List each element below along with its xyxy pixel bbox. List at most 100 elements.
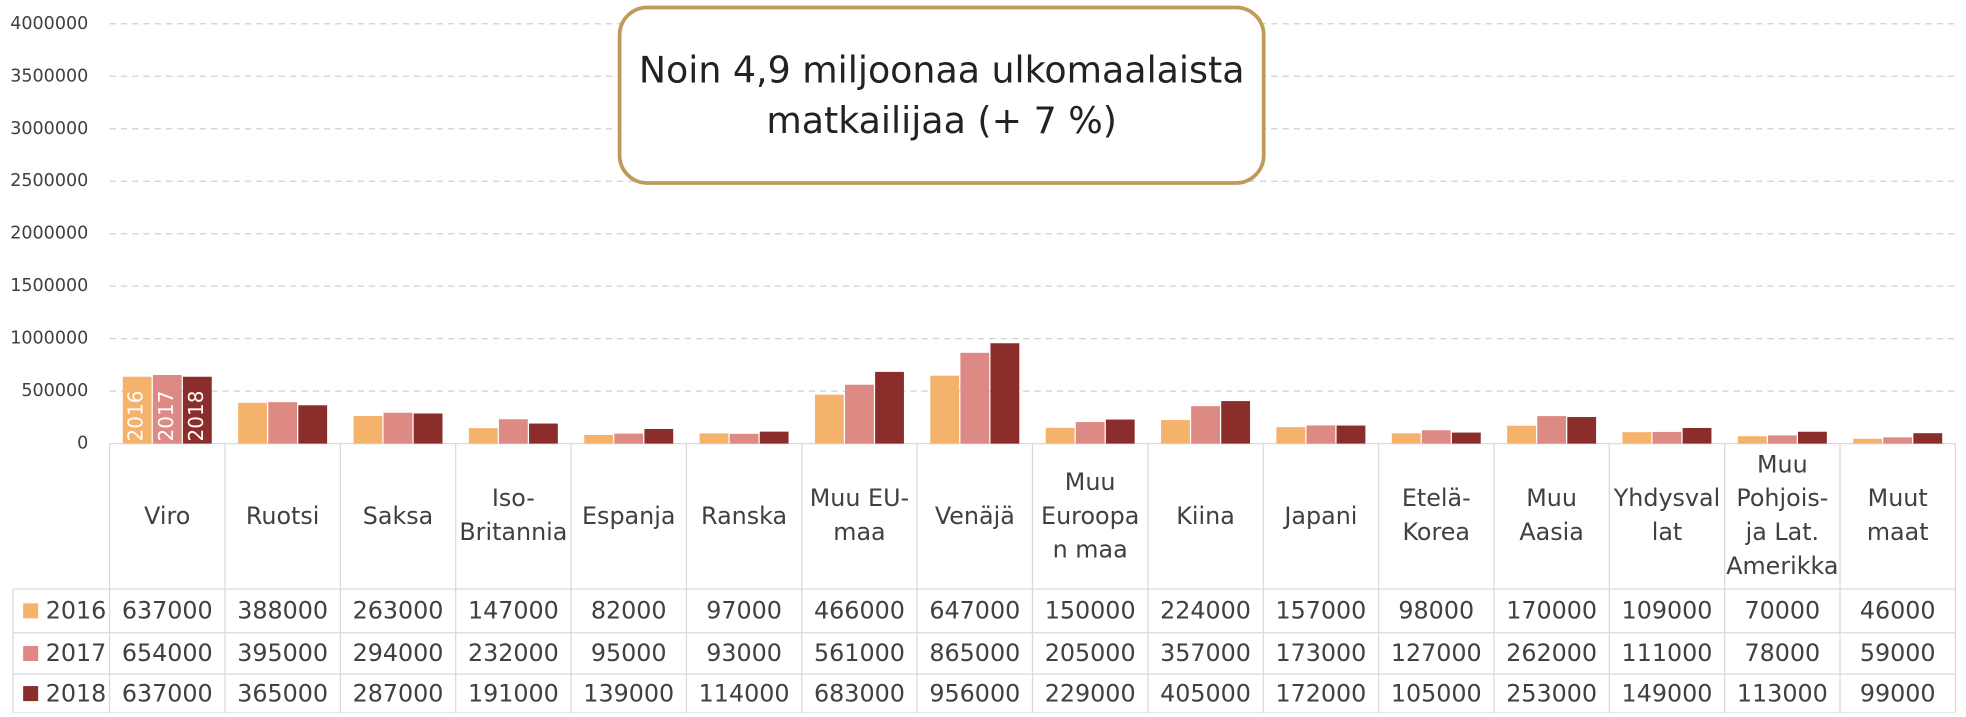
y-tick-label: 2000000: [10, 224, 88, 244]
x-tick-label: Japani: [1284, 501, 1358, 530]
x-tick-label: Saksa: [362, 501, 434, 530]
bar: [1105, 419, 1135, 444]
bar: [152, 374, 182, 444]
table-value: 127000: [1391, 639, 1482, 667]
table-value: 294000: [353, 639, 444, 667]
bar: [814, 394, 844, 444]
bar: [930, 375, 960, 444]
table-value: 99000: [1860, 679, 1936, 707]
table-value: 561000: [814, 639, 905, 667]
annotation-line: matkailijaa (+ 7 %): [766, 98, 1117, 142]
y-tick-label: 1000000: [10, 329, 88, 349]
x-label-wrap: Muu Euroopan maa: [1041, 468, 1139, 563]
table-value: 956000: [929, 679, 1020, 707]
x-tick-label: Muut maat: [1866, 484, 1929, 547]
bar-series-label: 2017: [154, 391, 178, 442]
x-tick-label: Muu Aasia: [1519, 484, 1584, 547]
table-value: 172000: [1275, 679, 1366, 707]
table-value: 865000: [929, 639, 1020, 667]
bar: [644, 429, 674, 444]
bar: [729, 433, 759, 444]
y-tick-label: 3500000: [10, 66, 88, 86]
bar: [1161, 420, 1190, 444]
table-value: 93000: [706, 639, 782, 667]
x-tick-label: Iso-Britannia: [459, 484, 568, 547]
x-tick-label: Ruotsi: [245, 501, 320, 530]
x-tick-label: Muu Pohjois-ja Lat. Amerikka: [1726, 451, 1839, 581]
bar: [1537, 416, 1567, 444]
x-label-wrap: Kiina: [1176, 501, 1235, 530]
y-tick-label: 1500000: [10, 276, 88, 296]
y-tick-label: 3000000: [10, 119, 88, 139]
bar: [413, 413, 443, 444]
legend-label: 2017: [46, 639, 107, 667]
bar: [759, 431, 789, 444]
table-value: 46000: [1860, 597, 1936, 625]
table-value: 224000: [1160, 597, 1251, 625]
bar: [182, 376, 212, 444]
table-value: 157000: [1275, 597, 1366, 625]
bar: [875, 371, 904, 444]
bar: [122, 376, 152, 444]
table-value: 111000: [1622, 639, 1713, 667]
bar: [1306, 425, 1336, 444]
bar: [1276, 427, 1306, 444]
bar: [584, 434, 614, 444]
x-label-wrap: Saksa: [362, 501, 434, 530]
x-label-wrap: Muu Aasia: [1519, 484, 1584, 547]
bar: [238, 402, 267, 444]
table-value: 637000: [122, 679, 213, 707]
x-tick-label: Venäjä: [934, 501, 1015, 530]
y-tick-label: 4000000: [10, 14, 88, 34]
x-tick-label: Ranska: [701, 501, 788, 530]
bar: [1507, 425, 1536, 444]
y-tick-label: 2500000: [10, 171, 88, 191]
legend-swatch: [23, 603, 39, 619]
table-value: 78000: [1744, 639, 1820, 667]
legend-swatch: [23, 645, 39, 661]
bar: [1622, 432, 1652, 444]
x-label-wrap: Viro: [144, 502, 190, 530]
table-value: 139000: [583, 679, 674, 707]
table-value: 109000: [1622, 597, 1713, 625]
x-label-wrap: Muu Pohjois-ja Lat. Amerikka: [1726, 451, 1839, 581]
table-value: 59000: [1860, 639, 1936, 667]
annotation-wrap: Noin 4,9 miljoonaa ulkomaalaista matkail…: [620, 8, 1264, 183]
annotation: Noin 4,9 miljoonaa ulkomaalaista matkail…: [620, 8, 1264, 183]
table-value: 229000: [1045, 679, 1136, 707]
table-value: 205000: [1045, 639, 1136, 667]
table-value: 147000: [468, 597, 559, 625]
bar: [468, 428, 498, 444]
table-value: 654000: [122, 639, 213, 667]
table-value: 173000: [1275, 639, 1366, 667]
bar: [960, 352, 990, 444]
x-label-wrap: Ranska: [701, 501, 788, 530]
bar-series-label: 2018: [184, 391, 208, 442]
bar: [614, 433, 644, 444]
bar: [498, 419, 528, 444]
bar: [268, 402, 298, 444]
table-value: 98000: [1398, 597, 1474, 625]
legend-label: 2016: [46, 597, 107, 625]
bar: [1451, 432, 1481, 444]
bar: [699, 433, 729, 444]
x-tick-label: Muu EU-maa: [809, 484, 910, 547]
x-label-wrap: Venäjä: [934, 501, 1015, 530]
bar: [529, 423, 558, 444]
bar: [1682, 427, 1712, 444]
bar: [1221, 401, 1251, 444]
y-tick-label: 0: [77, 434, 88, 454]
x-tick-label: Kiina: [1176, 501, 1235, 530]
bar-series-label: 2016: [124, 391, 148, 442]
bar: [1045, 427, 1075, 444]
bar: [1853, 438, 1883, 444]
bar: [1767, 435, 1797, 444]
table-value: 683000: [814, 679, 905, 707]
bar: [1421, 430, 1451, 444]
table-value: 466000: [814, 597, 905, 625]
legend-swatch: [23, 686, 39, 702]
x-tick-label: Espanja: [581, 501, 676, 530]
table-value: 149000: [1622, 679, 1713, 707]
x-label-wrap: Espanja: [581, 501, 676, 530]
